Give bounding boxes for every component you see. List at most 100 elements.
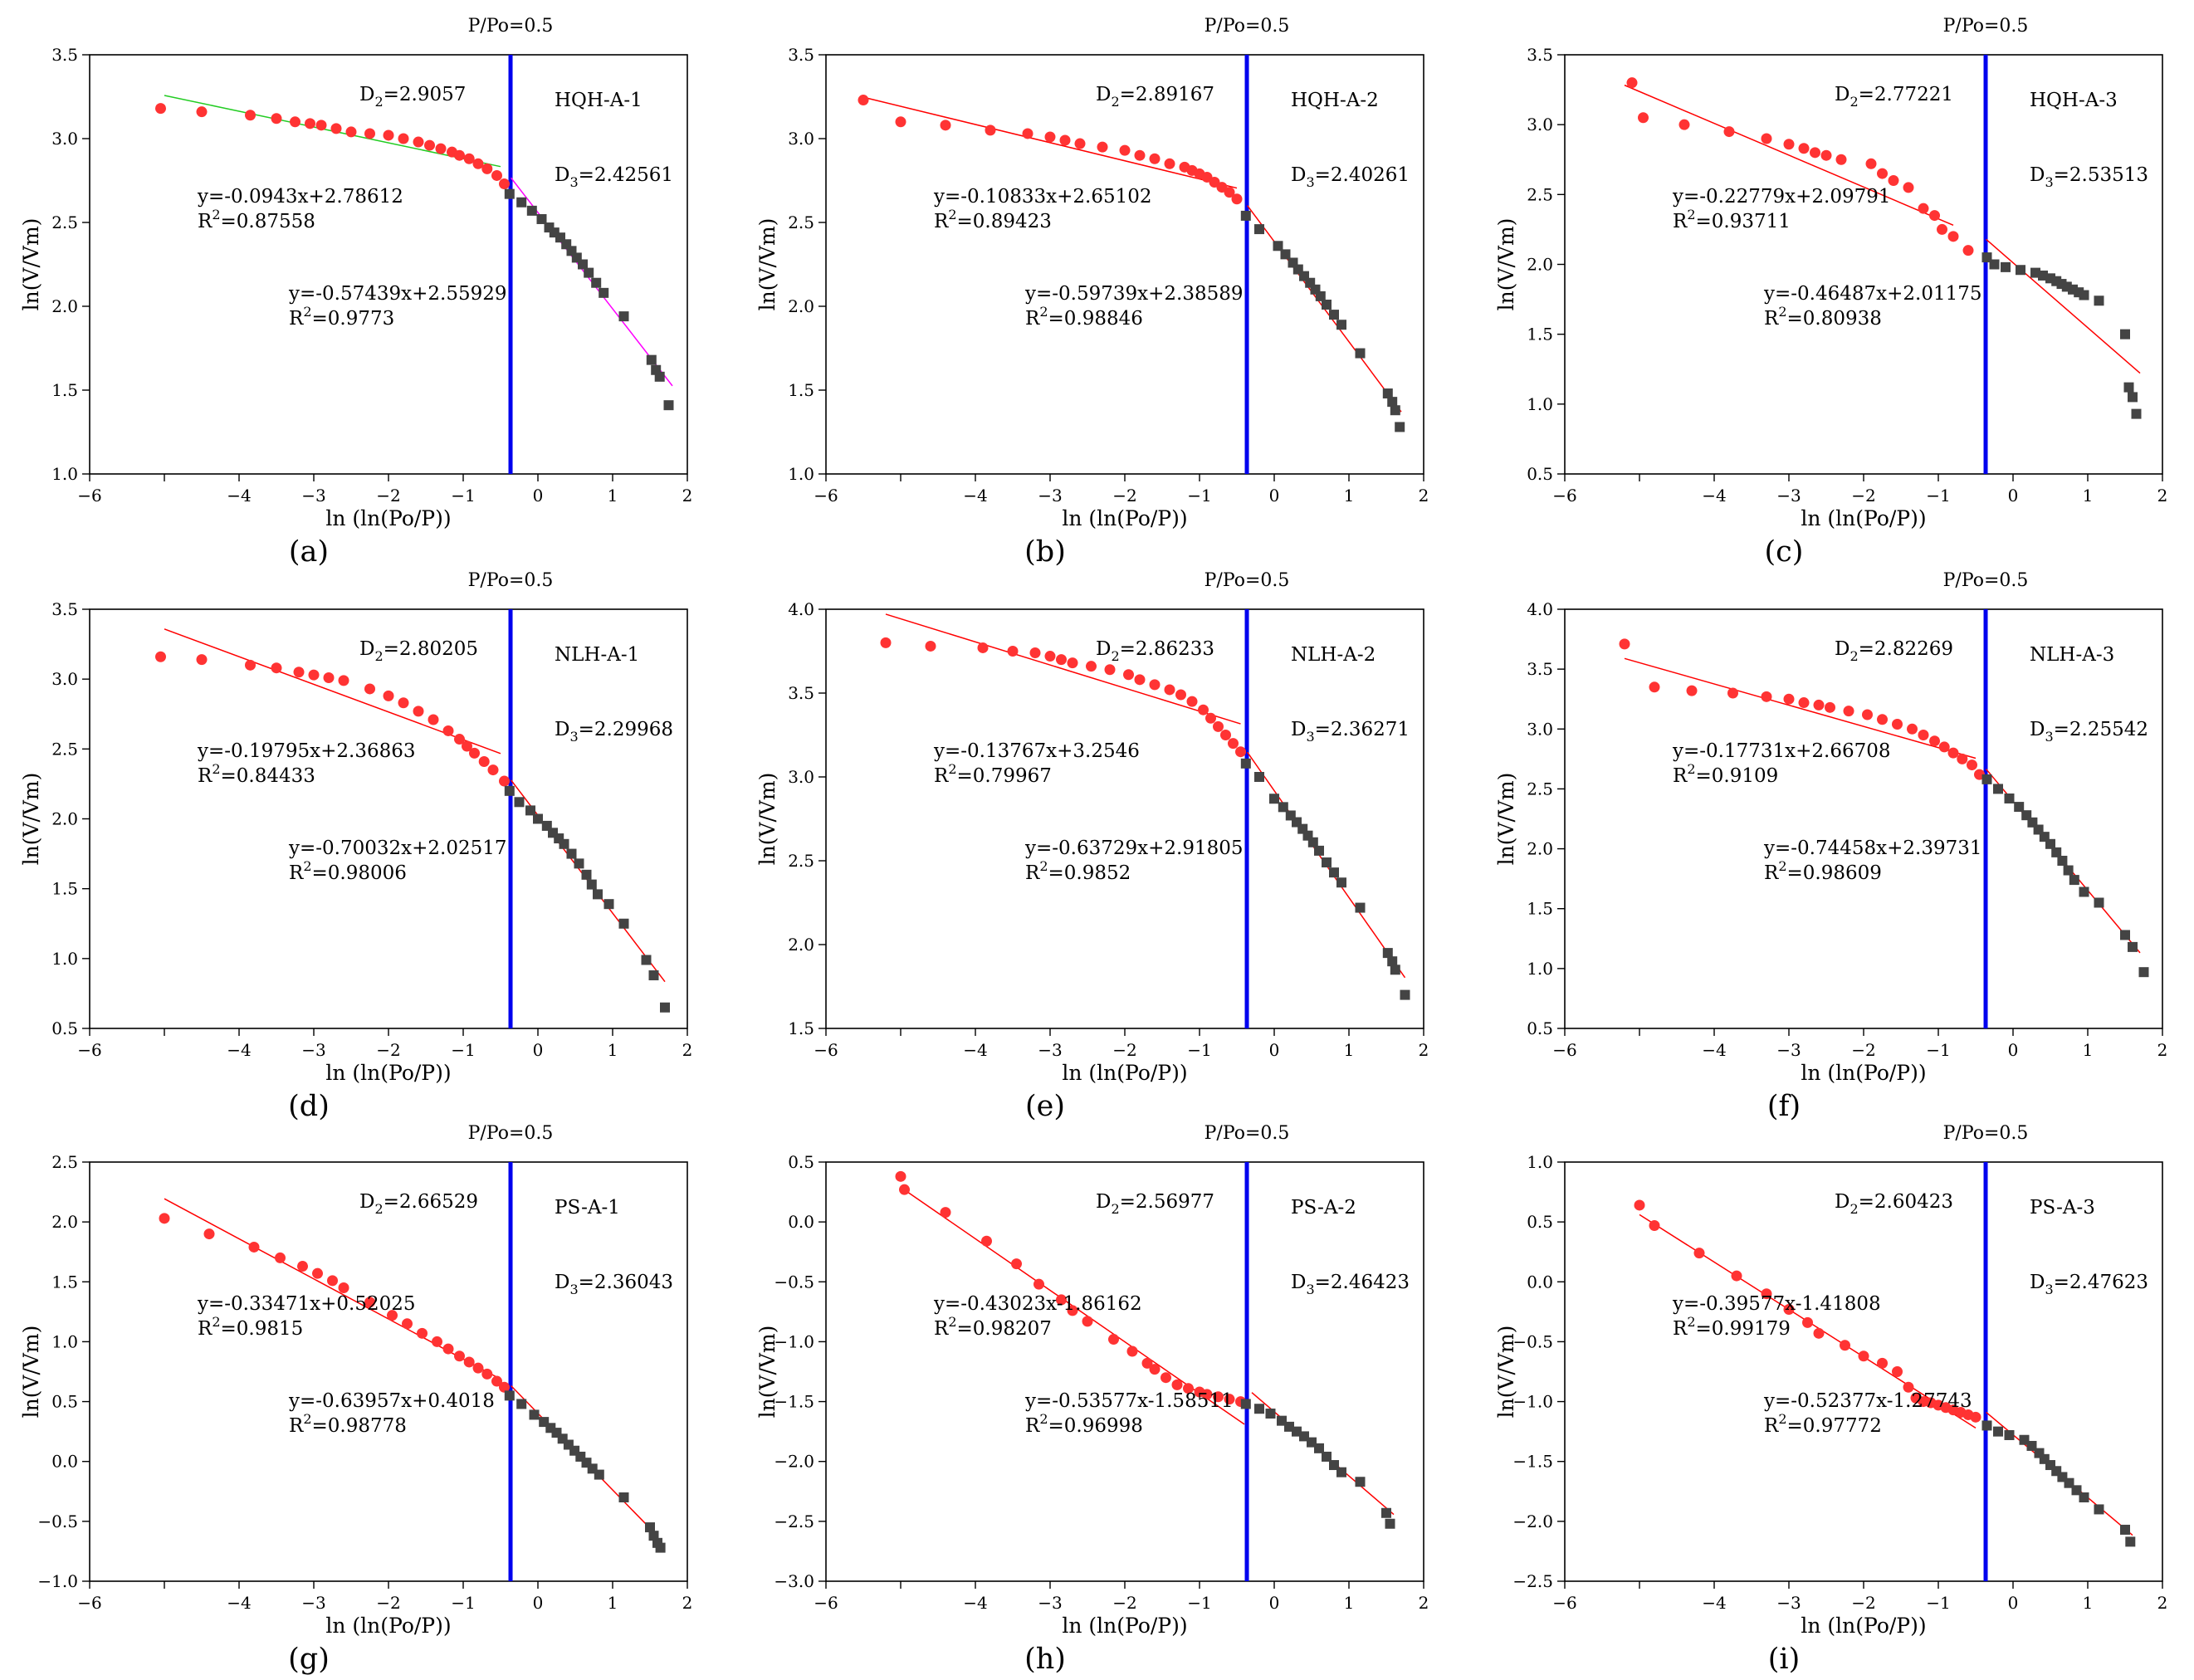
x-tick-label: 1 <box>2083 1593 2094 1613</box>
data-point-stage2 <box>2004 1429 2015 1440</box>
d2-label: D2=2.9057 <box>359 84 466 110</box>
data-point-stage1 <box>1903 1381 1914 1393</box>
x-tick-label: 1 <box>1344 486 1355 505</box>
d3-label: D3=2.46423 <box>1291 1272 1410 1297</box>
data-point-stage2 <box>1329 867 1339 878</box>
fit2-equation: y=-0.46487x+2.01175 <box>1763 283 1982 305</box>
sample-label: PS-A-1 <box>555 1197 620 1218</box>
data-point-stage2 <box>2094 295 2104 306</box>
y-tick-label: 2.0 <box>51 809 78 829</box>
x-tick-label: −3 <box>301 1040 325 1060</box>
y-tick-label: 0.5 <box>51 1018 78 1038</box>
data-point-stage2 <box>2004 793 2015 803</box>
divider-label: P/Po=0.5 <box>1205 570 1290 591</box>
data-point-stage1 <box>196 106 208 118</box>
data-point-stage1 <box>1761 1288 1772 1300</box>
plot-frame <box>89 608 688 1029</box>
data-point-stage2 <box>1390 405 1400 416</box>
data-point-stage2 <box>1387 397 1398 408</box>
x-tick-label: 2 <box>1419 1040 1429 1060</box>
x-tick-label: −2 <box>1851 1593 1875 1613</box>
x-tick-label: −3 <box>1038 1040 1062 1060</box>
data-point-stage1 <box>305 118 315 129</box>
data-point-stage1 <box>413 136 424 148</box>
data-point-stage1 <box>1892 1366 1903 1377</box>
y-tick-label: 2.0 <box>1527 255 1553 275</box>
plot-frame <box>825 1161 1424 1582</box>
chart-panel: −6 −4 −3 −2 −1 0 1 2 0.5 1.0 1.5 2.0 2.5 3.0 3.5 ln (ln… <box>19 570 692 1123</box>
x-tick-label: −6 <box>77 1593 101 1613</box>
data-point-stage1 <box>312 1267 323 1279</box>
y-tick-label: 0.5 <box>1527 464 1553 484</box>
data-point-stage2 <box>618 918 629 929</box>
data-point-stage1 <box>383 129 394 141</box>
y-tick-label: −1.0 <box>774 1331 814 1351</box>
panel-label: (c) <box>1765 535 1804 569</box>
y-tick-label: 3.5 <box>1527 659 1553 679</box>
data-point-stage2 <box>504 1390 515 1401</box>
plot-frame <box>1564 608 2163 1029</box>
data-point-stage1 <box>880 637 892 648</box>
data-point-stage2 <box>1385 1518 1395 1529</box>
x-axis-title: ln (ln(Po/P)) <box>325 506 451 530</box>
x-tick-label: −3 <box>1776 1040 1801 1060</box>
data-point-stage2 <box>2016 265 2025 276</box>
data-point-stage2 <box>1381 1507 1391 1518</box>
data-point-stage1 <box>327 1275 338 1287</box>
fit2-equation: y=-0.57439x+2.55929 <box>288 283 507 305</box>
y-tick-label: −1.0 <box>1512 1392 1553 1412</box>
panel-label: (f) <box>1767 1090 1801 1123</box>
x-tick-label: −2 <box>376 1593 400 1613</box>
d3-label: D3=2.29968 <box>555 719 673 745</box>
x-tick-label: 2 <box>682 1593 693 1613</box>
fit1-equation: y=-0.17731x+2.66708 <box>1672 740 1891 762</box>
x-tick-label: −4 <box>963 1040 987 1060</box>
data-point-stage1 <box>245 110 256 121</box>
data-point-stage2 <box>536 213 547 224</box>
data-point-stage2 <box>603 899 614 910</box>
data-point-stage2 <box>2094 1504 2104 1515</box>
y-tick-label: 1.0 <box>1527 959 1553 979</box>
fit2-r2: R2=0.9852 <box>1025 858 1131 884</box>
y-tick-label: −1.5 <box>1512 1452 1553 1472</box>
x-tick-label: −6 <box>77 1040 101 1060</box>
y-axis-title: ln(V/Vm) <box>1494 1326 1518 1419</box>
data-point-stage1 <box>1813 1327 1825 1339</box>
y-axis-title: ln(V/Vm) <box>755 1326 779 1419</box>
data-point-stage1 <box>469 747 480 759</box>
data-point-stage1 <box>203 1228 215 1240</box>
data-point-stage1 <box>364 1297 375 1308</box>
d2-label: D2=2.60423 <box>1835 1191 1953 1217</box>
data-point-stage1 <box>1213 720 1224 732</box>
data-point-stage1 <box>338 1282 349 1293</box>
data-point-stage1 <box>1877 1357 1888 1369</box>
plot-frame <box>89 54 688 475</box>
plot-frame <box>825 54 1424 475</box>
data-point-stage1 <box>428 714 439 725</box>
d3-label: D3=2.40261 <box>1291 164 1410 190</box>
x-tick-label: 1 <box>2083 486 2094 505</box>
y-tick-label: 2.5 <box>1527 184 1553 204</box>
fit2-r2: R2=0.97772 <box>1764 1411 1882 1437</box>
data-point-stage2 <box>599 287 609 298</box>
fit1-r2: R2=0.84433 <box>198 761 315 787</box>
y-axis-title: ln(V/Vm) <box>755 218 779 311</box>
data-point-stage1 <box>417 1327 428 1339</box>
y-tick-label: −0.5 <box>37 1512 78 1531</box>
data-point-stage2 <box>1240 210 1251 221</box>
data-point-stage2 <box>618 311 629 322</box>
x-tick-label: −6 <box>814 486 838 505</box>
data-point-stage1 <box>1134 149 1146 161</box>
data-point-stage1 <box>402 1318 413 1330</box>
data-point-stage2 <box>504 188 515 199</box>
data-point-stage1 <box>1171 1379 1183 1390</box>
divider-label: P/Po=0.5 <box>1943 1123 2029 1144</box>
data-point-stage1 <box>432 1336 442 1347</box>
data-point-stage1 <box>462 740 472 752</box>
data-point-stage1 <box>1086 661 1097 672</box>
data-point-stage1 <box>1067 657 1078 669</box>
fit1-r2: R2=0.9109 <box>1673 761 1778 787</box>
divider-label: P/Po=0.5 <box>468 570 554 591</box>
y-tick-label: 1.0 <box>1527 394 1553 414</box>
data-point-stage2 <box>1322 299 1332 310</box>
